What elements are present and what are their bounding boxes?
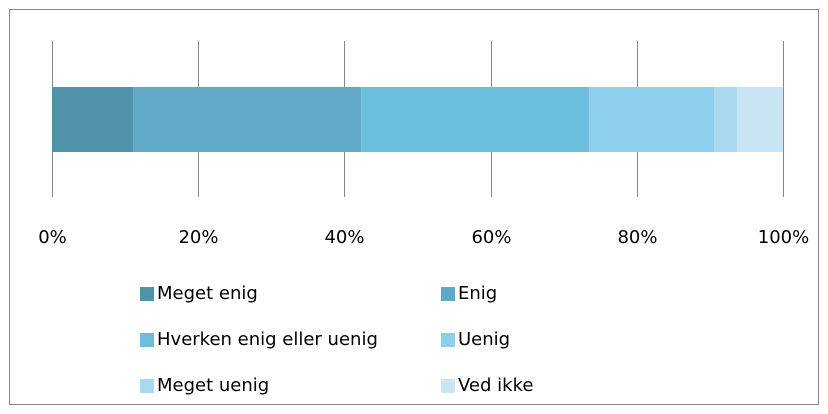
- x-tick-label: 100%: [758, 227, 809, 248]
- legend-label: Ved ikke: [458, 375, 533, 396]
- legend-swatch: [140, 333, 154, 347]
- legend-label: Meget enig: [157, 283, 258, 304]
- legend-label: Enig: [458, 283, 497, 304]
- x-tick-label: 80%: [617, 227, 657, 248]
- legend-label: Meget uenig: [157, 375, 269, 396]
- bar-segment: [589, 87, 715, 152]
- legend-swatch: [140, 287, 154, 301]
- legend-swatch: [441, 287, 455, 301]
- x-tick-label: 20%: [178, 227, 218, 248]
- legend-swatch: [441, 379, 455, 393]
- bar-segment: [361, 87, 590, 152]
- x-tick-label: 40%: [324, 227, 364, 248]
- legend-swatch: [140, 379, 154, 393]
- chart-border: [9, 9, 819, 405]
- x-tick-label: 0%: [38, 227, 67, 248]
- legend-label: Hverken enig eller uenig: [157, 329, 378, 350]
- legend-label: Uenig: [458, 329, 510, 350]
- bar-segment: [714, 87, 737, 152]
- bar-segment: [52, 87, 134, 152]
- bar-segment: [736, 87, 783, 152]
- x-tick-label: 60%: [471, 227, 511, 248]
- bar-segment: [133, 87, 362, 152]
- legend-swatch: [441, 333, 455, 347]
